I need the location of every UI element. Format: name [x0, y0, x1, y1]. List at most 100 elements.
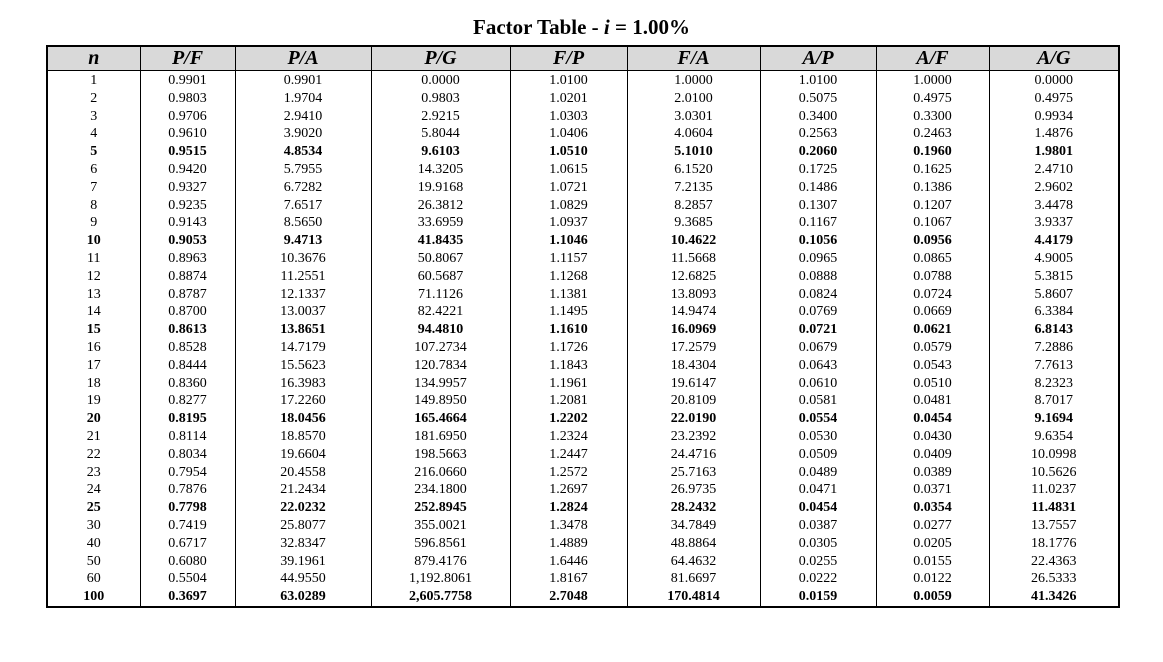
cell-a-p: 0.0581	[759, 392, 876, 411]
cell-a-p: 0.0554	[759, 410, 876, 428]
cell-p-a: 2.9410	[234, 107, 371, 126]
cell-p-f: 0.9706	[139, 107, 235, 126]
cell-a-f: 0.1960	[875, 143, 989, 161]
table-row: 4 0.9610 3.9020 5.8044 1.0406 4.0604 0.2563 0.2…	[47, 125, 1119, 144]
cell-p-a: 19.6604	[234, 445, 371, 464]
table-row: 5 0.9515 4.8534 9.6103 1.0510 5.1010 0.2060 0.1…	[47, 143, 1119, 161]
cell-a-g: 4.4179	[988, 232, 1119, 250]
cell-p-g: 0.0000	[370, 70, 510, 90]
cell-f-p: 1.2572	[509, 463, 627, 482]
cell-a-g: 3.4478	[988, 196, 1119, 215]
cell-p-f: 0.8360	[139, 374, 235, 393]
cell-p-f: 0.8528	[139, 338, 235, 357]
cell-a-p: 0.0222	[759, 570, 876, 589]
cell-a-g: 22.4363	[988, 552, 1119, 571]
cell-n: 18	[86, 375, 101, 391]
cell-f-a: 24.4716	[626, 445, 760, 464]
cell-p-g: 2.9215	[370, 107, 510, 126]
cell-p-a: 16.3983	[234, 374, 371, 393]
table-row: 8 0.9235 7.6517 26.3812 1.0829 8.2857 0.1307 0.…	[47, 196, 1119, 215]
table-row: 15 0.8613 13.8651 94.4810 1.1610 16.0969 0.072…	[47, 321, 1119, 339]
table-row: 40 0.6717 32.8347 596.8561 1.4889 48.8864 0.03…	[47, 534, 1119, 553]
table-row: 7 0.9327 6.7282 19.9168 1.0721 7.2135 0.1486 0.…	[47, 178, 1119, 197]
cell-p-a: 12.1337	[234, 285, 371, 304]
cell-a-p: 0.1725	[759, 160, 876, 179]
table-row: 60 0.5504 44.9550 1,192.8061 1.8167 81.6697 0.…	[47, 570, 1119, 589]
cell-p-f: 0.8034	[139, 445, 235, 464]
cell-a-p: 0.0305	[759, 534, 876, 553]
table-row: 13 0.8787 12.1337 71.1126 1.1381 13.8093 0.082…	[47, 285, 1119, 304]
cell-a-f: 0.0059	[875, 588, 989, 607]
cell-n: 2	[90, 90, 98, 106]
cell-f-a: 3.0301	[626, 107, 760, 126]
cell-f-a: 17.2579	[626, 338, 760, 357]
cell-p-g: 596.8561	[370, 534, 510, 553]
cell-a-f: 0.0277	[875, 516, 989, 535]
column-header-f-p: F/P	[509, 46, 627, 71]
cell-p-g: 82.4221	[370, 303, 510, 322]
table-row: 24 0.7876 21.2434 234.1800 1.2697 26.9735 0.04…	[47, 481, 1119, 500]
cell-p-f: 0.3697	[139, 588, 235, 607]
cell-f-a: 64.4632	[626, 552, 760, 571]
cell-f-p: 2.7048	[509, 588, 627, 607]
cell-a-p: 0.0679	[759, 338, 876, 357]
cell-p-g: 120.7834	[370, 356, 510, 375]
table-row: 100 0.3697 63.0289 2,605.7758 2.7048 170.4814…	[47, 588, 1119, 607]
cell-p-f: 0.8195	[139, 410, 235, 428]
cell-p-f: 0.9901	[139, 70, 235, 90]
cell-p-a: 5.7955	[234, 160, 371, 179]
cell-p-a: 3.9020	[234, 125, 371, 144]
cell-n: 16	[86, 339, 101, 355]
cell-a-g: 2.4710	[988, 160, 1119, 179]
cell-a-f: 0.0865	[875, 249, 989, 268]
cell-p-f: 0.7419	[139, 516, 235, 535]
cell-f-a: 8.2857	[626, 196, 760, 215]
cell-f-p: 1.1046	[509, 232, 627, 250]
cell-f-a: 1.0000	[626, 70, 760, 90]
table-row: 20 0.8195 18.0456 165.4664 1.2202 22.0190 0.05…	[47, 410, 1119, 428]
cell-p-f: 0.5504	[139, 570, 235, 589]
cell-a-f: 0.0205	[875, 534, 989, 553]
cell-a-g: 18.1776	[988, 534, 1119, 553]
cell-f-p: 1.1495	[509, 303, 627, 322]
table-row: 11 0.8963 10.3676 50.8067 1.1157 11.5668 0.096…	[47, 249, 1119, 268]
cell-a-p: 0.0454	[759, 499, 876, 517]
cell-f-a: 7.2135	[626, 178, 760, 197]
cell-n: 15	[86, 322, 101, 338]
cell-a-g: 26.5333	[988, 570, 1119, 589]
cell-f-a: 5.1010	[626, 143, 760, 161]
cell-a-g: 7.7613	[988, 356, 1119, 375]
cell-n: 4	[90, 126, 98, 142]
table-row: 30 0.7419 25.8077 355.0021 1.3478 34.7849 0.03…	[47, 516, 1119, 535]
cell-p-a: 32.8347	[234, 534, 371, 553]
cell-a-g: 11.0237	[988, 481, 1119, 500]
title-suffix: = 1.00%	[609, 15, 690, 39]
cell-f-a: 20.8109	[626, 392, 760, 411]
cell-p-g: 14.3205	[370, 160, 510, 179]
cell-f-p: 1.4889	[509, 534, 627, 553]
cell-f-a: 81.6697	[626, 570, 760, 589]
cell-n: 17	[86, 357, 101, 373]
cell-f-p: 1.0100	[509, 70, 627, 90]
cell-p-a: 39.1961	[234, 552, 371, 571]
cell-n: 14	[86, 304, 101, 320]
cell-p-a: 20.4558	[234, 463, 371, 482]
cell-p-f: 0.9420	[139, 160, 235, 179]
cell-p-g: 252.8945	[370, 499, 510, 517]
cell-a-p: 0.0643	[759, 356, 876, 375]
cell-p-g: 60.5687	[370, 267, 510, 286]
cell-f-p: 1.3478	[509, 516, 627, 535]
cell-n: 13	[86, 286, 101, 302]
cell-p-g: 94.4810	[370, 321, 510, 339]
cell-p-f: 0.8613	[139, 321, 235, 339]
cell-a-f: 0.0788	[875, 267, 989, 286]
cell-a-g: 5.3815	[988, 267, 1119, 286]
column-header-p-g: P/G	[370, 46, 510, 71]
cell-f-a: 11.5668	[626, 249, 760, 268]
column-header-p-f: P/F	[139, 46, 235, 71]
cell-n: 6	[90, 161, 98, 177]
table-row: 50 0.6080 39.1961 879.4176 1.6446 64.4632 0.02…	[47, 552, 1119, 571]
column-header-a-f: A/F	[875, 46, 989, 71]
cell-n: 22	[86, 446, 101, 462]
cell-a-f: 0.0579	[875, 338, 989, 357]
